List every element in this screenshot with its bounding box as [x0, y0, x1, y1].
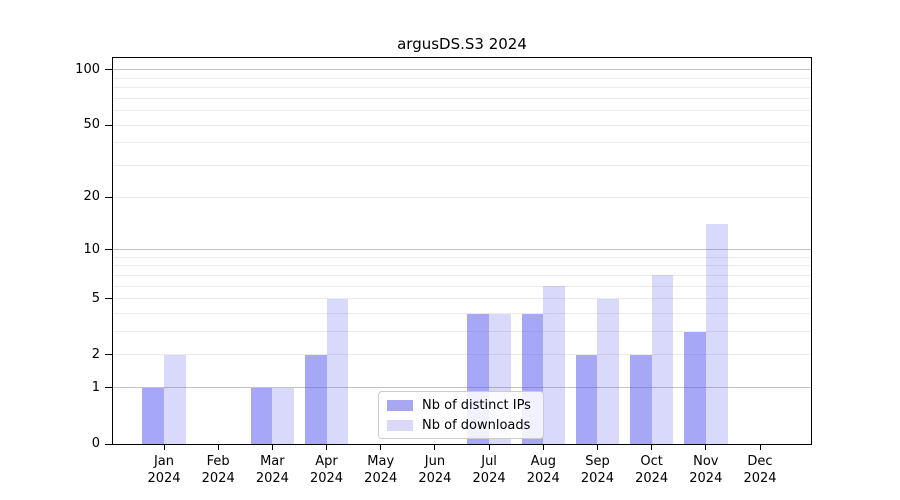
ytick-mark-2 — [105, 354, 112, 356]
bar-ips-oct — [629, 354, 652, 444]
bar-downloads-aug — [543, 286, 565, 444]
ytick-label-2: 2 — [91, 346, 100, 362]
chart-title: argusDS.S3 2024 — [397, 35, 527, 53]
ytick-mark-20 — [105, 196, 112, 198]
bar-downloads-mar — [272, 387, 295, 444]
ytick-label-10: 10 — [83, 241, 100, 257]
gridline-major-1 — [113, 387, 811, 389]
xtick-label-oct: Oct 2024 — [635, 454, 669, 486]
legend: Nb of distinct IPs Nb of downloads — [378, 391, 544, 439]
gridline-minor-5 — [113, 298, 811, 300]
legend-label-downloads: Nb of downloads — [422, 417, 531, 433]
gridline-minor-8 — [113, 265, 811, 267]
bar-ips-nov — [684, 331, 706, 444]
xtick-label-aug: Aug 2024 — [526, 454, 560, 486]
ytick-label-100: 100 — [75, 61, 100, 77]
xtick-label-jun: Jun 2024 — [418, 454, 452, 486]
xtick-mark-jul — [488, 445, 490, 450]
xtick-mark-jun — [434, 445, 436, 450]
legend-entry-downloads: Nb of downloads — [387, 418, 543, 433]
bar-ips-jan — [142, 387, 164, 444]
ytick-label-20: 20 — [83, 189, 100, 205]
xtick-mark-mar — [271, 445, 273, 450]
bar-downloads-sep — [597, 298, 620, 444]
xtick-mark-dec — [759, 445, 761, 450]
legend-swatch-downloads — [387, 419, 413, 431]
xtick-mark-nov — [705, 445, 707, 450]
gridline-minor-7 — [113, 274, 811, 276]
ytick-mark-1 — [105, 387, 112, 389]
ytick-mark-100 — [105, 69, 112, 71]
legend-label-distinct-ips: Nb of distinct IPs — [422, 397, 531, 413]
gridline-minor-4 — [113, 313, 811, 315]
xtick-label-dec: Dec 2024 — [743, 454, 777, 486]
ytick-label-0: 0 — [91, 436, 100, 451]
gridline-minor-20 — [113, 196, 811, 198]
ytick-mark-50 — [105, 124, 112, 126]
legend-entry-distinct-ips: Nb of distinct IPs — [387, 398, 543, 413]
xtick-mark-oct — [651, 445, 653, 450]
xtick-label-jul: Jul 2024 — [472, 454, 506, 486]
ytick-mark-0 — [105, 443, 112, 445]
xtick-mark-sep — [596, 445, 598, 450]
gridline-minor-9 — [113, 256, 811, 258]
ytick-label-5: 5 — [91, 290, 100, 306]
xtick-mark-may — [380, 445, 382, 450]
plot-area — [112, 57, 812, 445]
bar-ips-sep — [575, 354, 598, 444]
xtick-label-jan: Jan 2024 — [147, 454, 181, 486]
bar-downloads-nov — [705, 224, 728, 444]
gridline-minor-80 — [113, 87, 811, 89]
bar-downloads-jan — [164, 354, 186, 444]
gridline-minor-70 — [113, 97, 811, 99]
gridline-minor-50 — [113, 124, 811, 126]
bar-downloads-oct — [651, 275, 674, 444]
xtick-label-feb: Feb 2024 — [201, 454, 235, 486]
ytick-mark-10 — [105, 249, 112, 251]
bar-downloads-apr — [326, 298, 349, 444]
gridline-minor-40 — [113, 142, 811, 144]
ytick-label-1: 1 — [91, 379, 100, 395]
gridline-minor-60 — [113, 110, 811, 112]
xtick-label-mar: Mar 2024 — [255, 454, 289, 486]
bar-ips-apr — [304, 354, 327, 444]
xtick-label-apr: Apr 2024 — [309, 454, 344, 486]
ytick-mark-5 — [105, 298, 112, 300]
bar-ips-mar — [250, 387, 273, 444]
gridline-minor-90 — [113, 77, 811, 79]
gridline-minor-6 — [113, 285, 811, 287]
ytick-label-50: 50 — [83, 117, 100, 133]
legend-swatch-distinct-ips — [387, 399, 413, 411]
gridline-major-10 — [113, 249, 811, 251]
xtick-label-sep: Sep 2024 — [580, 454, 614, 486]
xtick-mark-feb — [217, 445, 219, 450]
gridline-minor-2 — [113, 354, 811, 356]
xtick-mark-apr — [326, 445, 328, 450]
gridline-major-100 — [113, 69, 811, 71]
gridline-minor-3 — [113, 331, 811, 333]
gridline-minor-30 — [113, 165, 811, 167]
xtick-mark-jan — [163, 445, 165, 450]
xtick-label-nov: Nov 2024 — [689, 454, 723, 486]
xtick-label-may: May 2024 — [364, 454, 398, 486]
xtick-mark-aug — [542, 445, 544, 450]
